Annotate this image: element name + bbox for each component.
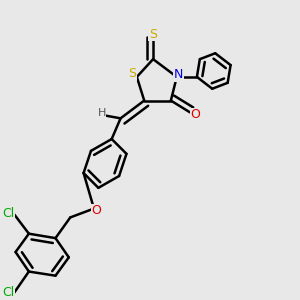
Text: S: S xyxy=(149,28,157,40)
Text: S: S xyxy=(128,68,136,80)
Text: H: H xyxy=(98,108,106,118)
Text: N: N xyxy=(174,68,183,81)
Text: O: O xyxy=(92,204,101,218)
Text: O: O xyxy=(190,108,200,121)
Text: Cl: Cl xyxy=(3,286,15,299)
Text: Cl: Cl xyxy=(3,207,15,220)
